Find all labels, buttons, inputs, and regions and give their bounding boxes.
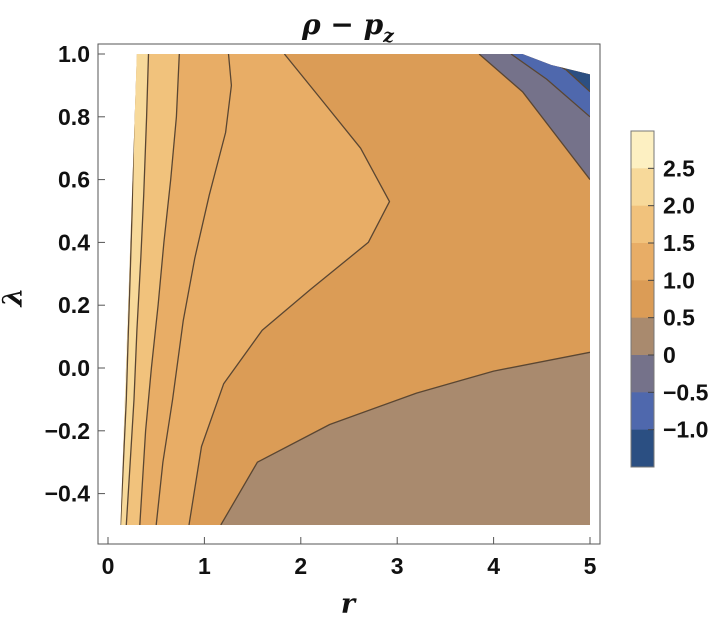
x-axis-label: r bbox=[341, 589, 357, 620]
plot-area bbox=[120, 54, 590, 525]
legend-swatch bbox=[631, 131, 654, 169]
y-axis: −0.4 −0.2 0.0 0.2 0.4 0.6 0.8 1.0 bbox=[45, 41, 105, 507]
plot-frame bbox=[97, 43, 601, 545]
contour-line bbox=[155, 54, 233, 525]
title-subscript: z bbox=[382, 25, 395, 47]
title-base: ρ − p bbox=[301, 8, 384, 41]
y-tick-label: −0.2 bbox=[45, 418, 90, 444]
y-tick-label: 0.2 bbox=[58, 292, 90, 318]
legend-label: 0 bbox=[663, 342, 676, 368]
contour-band bbox=[156, 54, 390, 525]
legend-swatch bbox=[631, 392, 654, 431]
legend-label: 1.5 bbox=[663, 230, 695, 256]
x-tick-label: 3 bbox=[391, 553, 404, 579]
contour-line bbox=[220, 351, 590, 525]
y-tick-label: 0.6 bbox=[58, 167, 90, 193]
legend-colorbar: 2.5 2.0 1.5 1.0 0.5 0 −0.5 −1.0 bbox=[630, 130, 709, 468]
x-tick-label: 4 bbox=[487, 553, 500, 579]
contour-line bbox=[188, 54, 391, 525]
legend-swatch bbox=[631, 429, 654, 468]
contour-line bbox=[125, 54, 150, 525]
x-tick-label: 5 bbox=[584, 553, 597, 579]
y-axis-label: λ bbox=[0, 288, 29, 308]
legend-swatch bbox=[631, 168, 654, 207]
legend-swatch bbox=[631, 243, 654, 281]
chart-title: ρ − pz bbox=[301, 8, 395, 47]
legend-label: −0.5 bbox=[663, 379, 709, 405]
x-tick-label: 0 bbox=[102, 553, 115, 579]
x-axis: 0 1 2 3 4 5 bbox=[102, 537, 597, 579]
legend-label: 1.0 bbox=[663, 267, 695, 293]
contour-bands bbox=[120, 54, 590, 525]
contour-band bbox=[511, 54, 590, 117]
contour-lines bbox=[120, 54, 590, 525]
legend-swatch bbox=[631, 280, 654, 319]
legend-swatch bbox=[631, 355, 654, 393]
legend-frame bbox=[630, 130, 655, 468]
y-tick-label: −0.4 bbox=[45, 481, 91, 507]
legend-label: 0.5 bbox=[663, 305, 695, 331]
legend-label: −1.0 bbox=[663, 417, 708, 443]
y-tick-label: 0.0 bbox=[58, 355, 90, 381]
y-tick-label: 1.0 bbox=[58, 41, 90, 67]
contour-line bbox=[510, 54, 590, 118]
y-tick-label: 0.8 bbox=[58, 104, 90, 130]
contour-line bbox=[139, 54, 180, 525]
x-tick-label: 1 bbox=[198, 553, 211, 579]
contour-band bbox=[220, 352, 590, 525]
contour-band bbox=[139, 54, 232, 525]
x-tick-label: 2 bbox=[294, 553, 307, 579]
legend-swatch bbox=[631, 205, 654, 244]
legend-swatch bbox=[631, 317, 654, 356]
y-tick-label: 0.4 bbox=[58, 229, 90, 255]
legend-label: 2.5 bbox=[663, 155, 695, 181]
contour-line bbox=[478, 54, 590, 180]
contour-band bbox=[479, 54, 590, 180]
contour-band bbox=[126, 54, 180, 525]
legend-label: 2.0 bbox=[663, 193, 695, 219]
contour-band bbox=[120, 54, 149, 525]
